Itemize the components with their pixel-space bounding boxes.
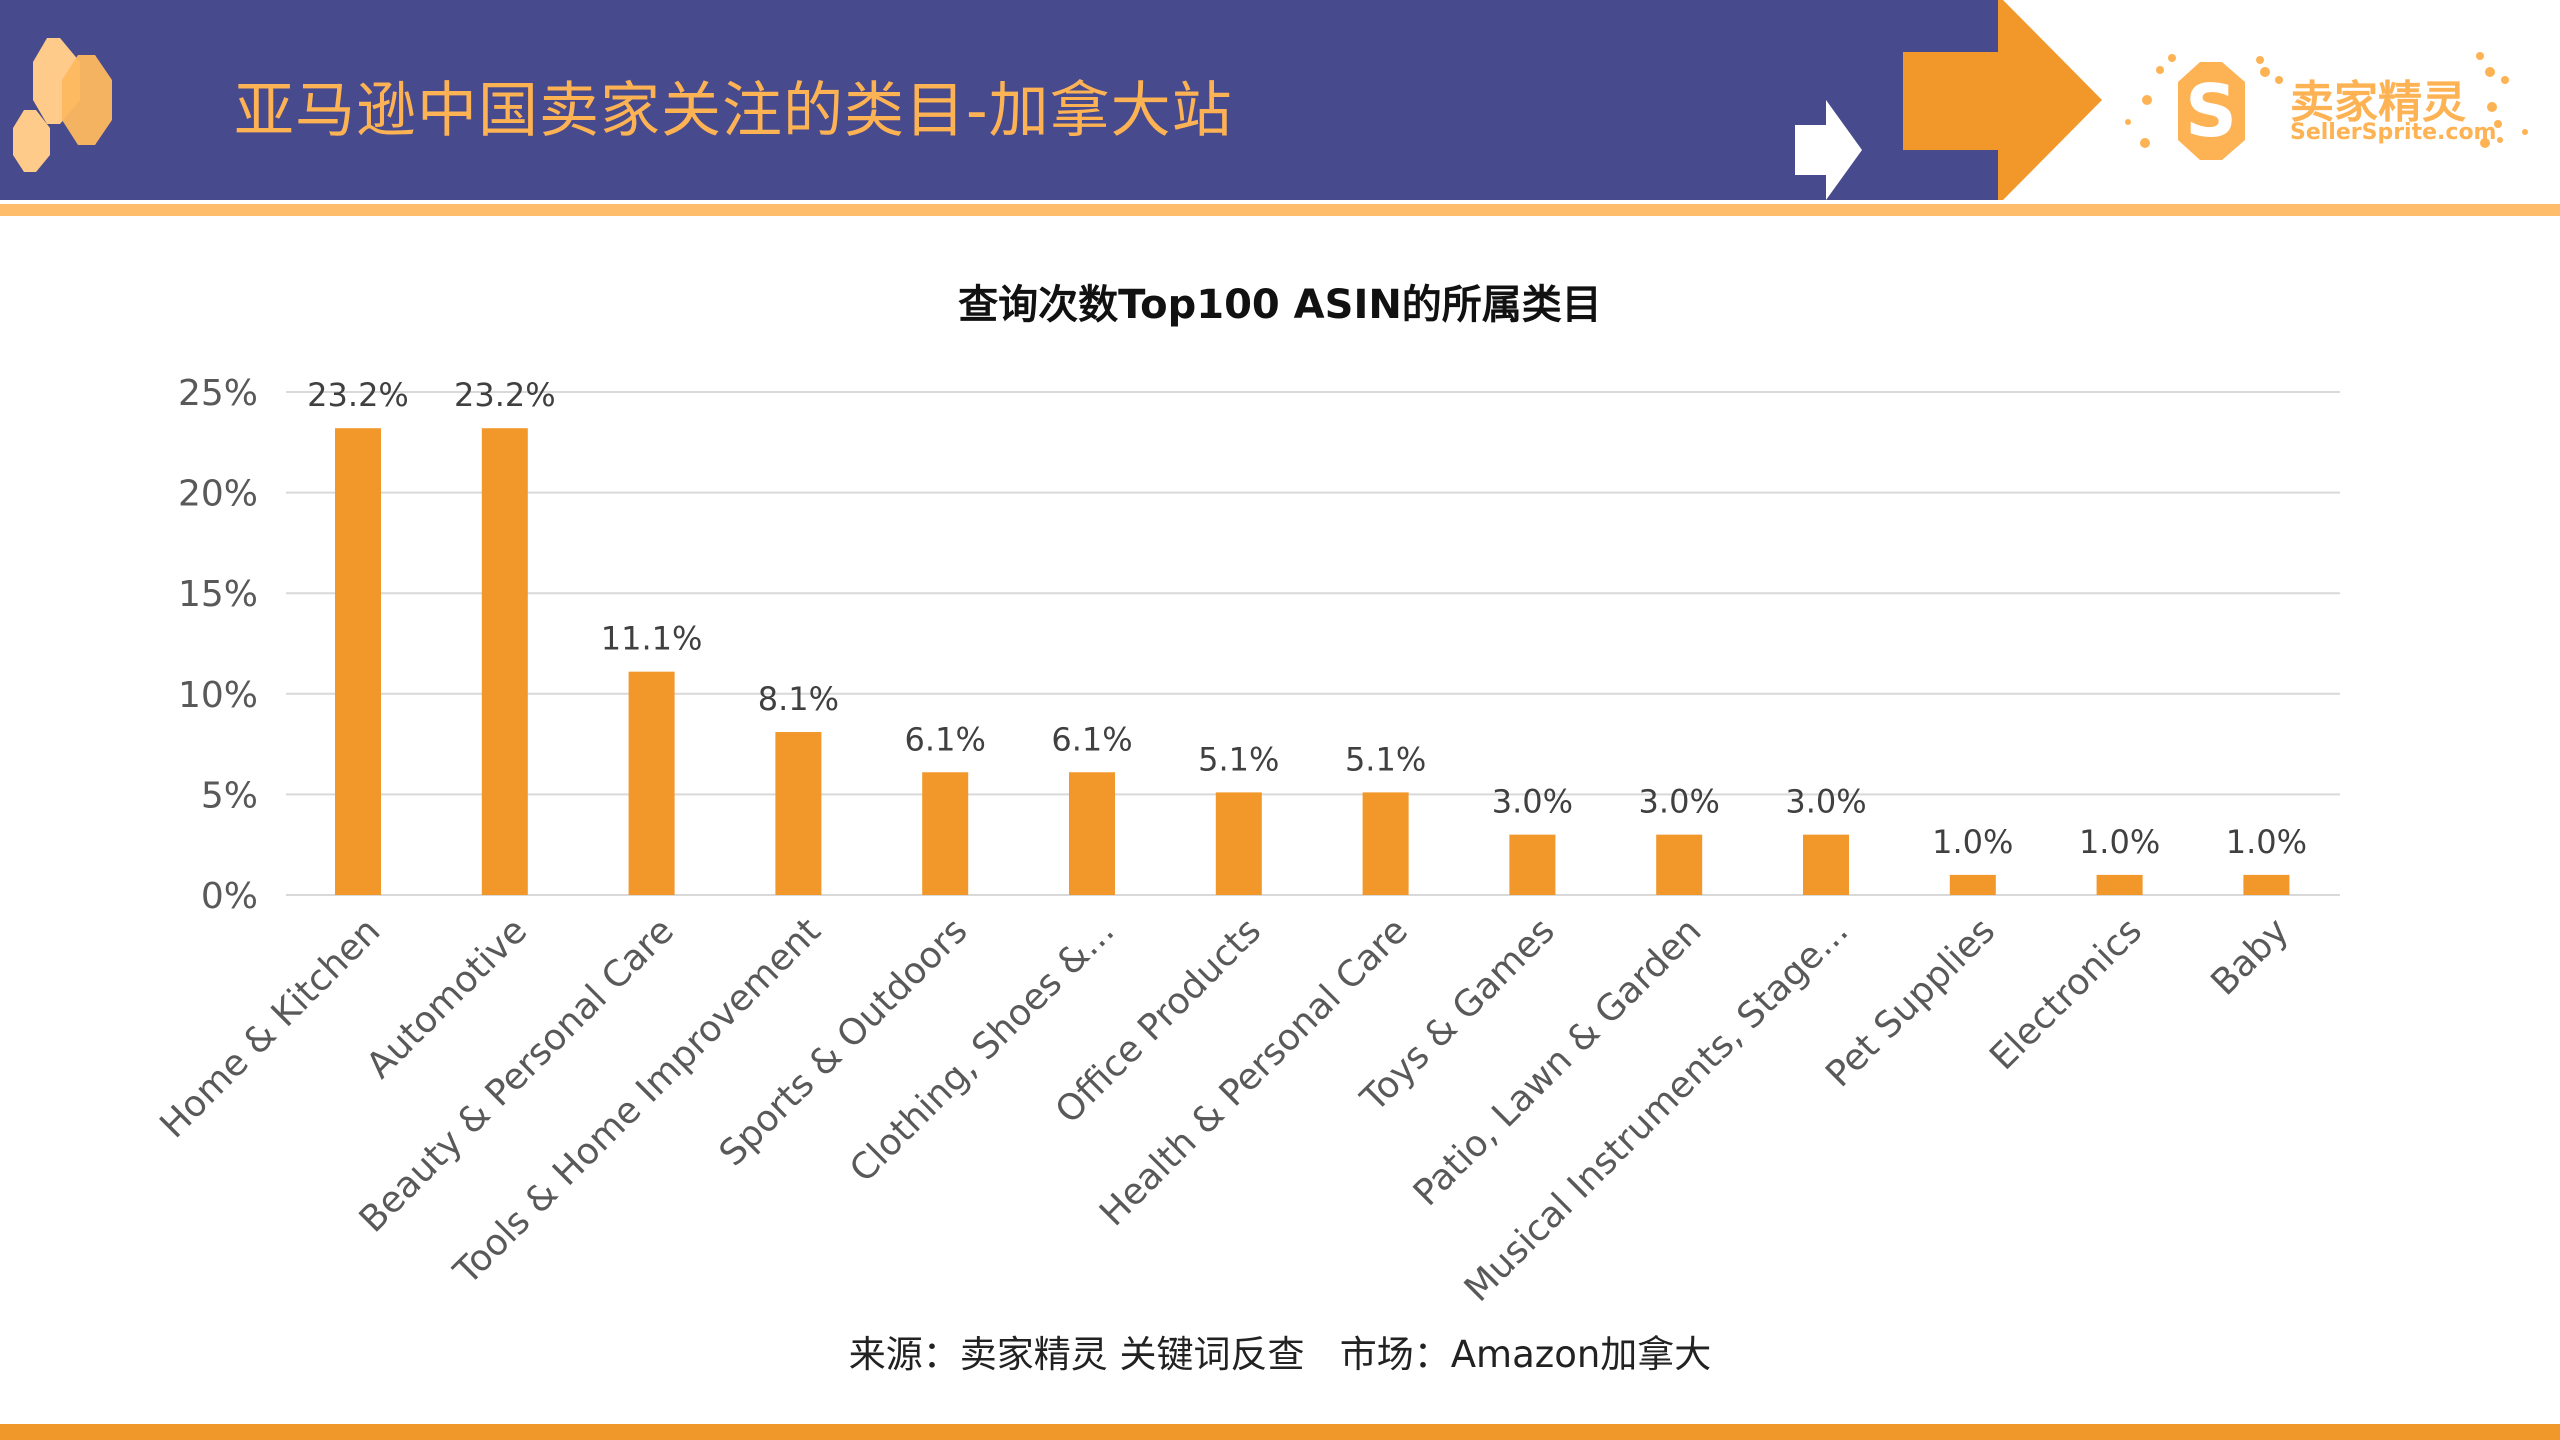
- bar: [775, 732, 822, 895]
- data-label: 1.0%: [2079, 823, 2160, 861]
- bar: [481, 428, 528, 895]
- data-label: 23.2%: [454, 376, 556, 414]
- hexagon-logo-icon: [13, 38, 112, 172]
- x-tick-label: Electronics: [1982, 910, 2150, 1078]
- source-note: 来源：卖家精灵 关键词反查 市场：Amazon加拿大: [848, 1333, 1712, 1376]
- bar: [2096, 874, 2143, 895]
- data-label: 3.0%: [1785, 783, 1866, 821]
- data-label: 6.1%: [1051, 720, 1132, 758]
- x-tick-label: Clothing, Shoes &...: [842, 910, 1122, 1190]
- footer-accent-strip: [0, 1424, 2560, 1440]
- page-title: 亚马逊中国卖家关注的类目-加拿大站: [234, 76, 1233, 146]
- chart-title: 查询次数Top100 ASIN的所属类目: [958, 282, 1602, 328]
- data-label: 6.1%: [905, 720, 986, 758]
- x-tick-label: Health & Personal Care: [1092, 910, 1416, 1234]
- data-label: 5.1%: [1345, 740, 1426, 778]
- bar: [335, 428, 381, 895]
- header-decoration: S: [13, 0, 2560, 200]
- x-tick-label: Patio, Lawn & Garden: [1406, 910, 1710, 1214]
- data-label: 8.1%: [758, 680, 839, 718]
- x-tick-label: Home & Kitchen: [152, 910, 388, 1146]
- bar: [628, 671, 675, 895]
- header-accent-strip: [0, 204, 2560, 216]
- white-arrow-icon: [1795, 100, 1862, 200]
- y-tick-label: 15%: [178, 574, 258, 615]
- bar: [1069, 772, 1115, 895]
- logo-text-en: SellerSprite.com: [2290, 120, 2497, 145]
- y-tick-label: 20%: [178, 474, 258, 515]
- data-label: 1.0%: [1932, 823, 2013, 861]
- logo-text-cn: 卖家精灵: [2290, 77, 2466, 128]
- seller-sprite-logo-icon: S: [2125, 52, 2528, 160]
- bar: [1362, 792, 1409, 895]
- svg-text:S: S: [2185, 69, 2237, 153]
- y-tick-label: 25%: [178, 373, 258, 414]
- x-tick-label: Beauty & Personal Care: [352, 910, 682, 1240]
- y-tick-label: 0%: [201, 876, 258, 917]
- bar: [2243, 874, 2290, 895]
- bar: [922, 772, 969, 895]
- data-label: 3.0%: [1639, 783, 1720, 821]
- header-bar: [0, 0, 2003, 200]
- bar: [1215, 792, 1262, 895]
- data-label: 5.1%: [1198, 740, 1279, 778]
- bar: [1803, 834, 1849, 895]
- x-tick-label: Sports & Outdoors: [712, 910, 976, 1174]
- bar: [1656, 834, 1703, 895]
- bar: [1509, 834, 1556, 895]
- data-label: 3.0%: [1492, 783, 1573, 821]
- bar: [1949, 874, 1996, 895]
- data-label: 11.1%: [601, 620, 703, 658]
- data-label: 1.0%: [2226, 823, 2307, 861]
- x-tick-label: Baby: [2203, 910, 2296, 1003]
- y-tick-label: 10%: [178, 675, 258, 716]
- data-label: 23.2%: [307, 376, 409, 414]
- y-tick-label: 5%: [201, 775, 258, 816]
